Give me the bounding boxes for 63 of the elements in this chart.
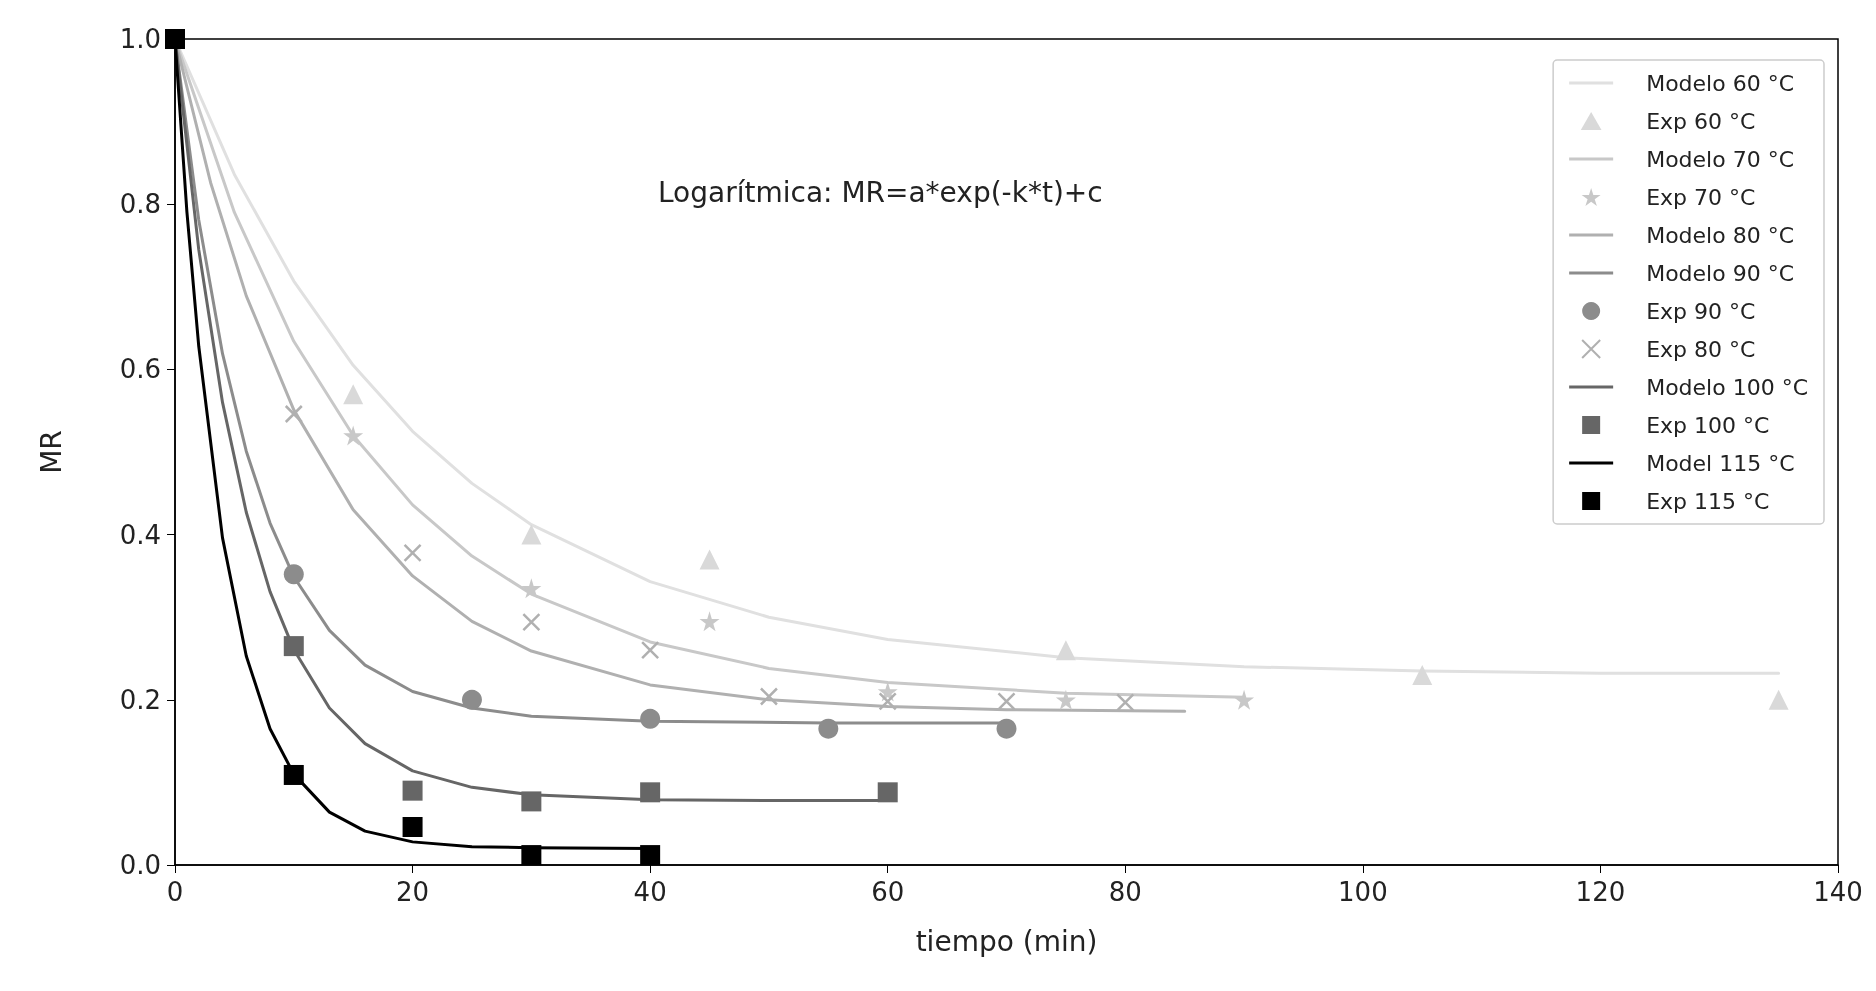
point xyxy=(1055,640,1076,661)
y-tick-label: 1.0 xyxy=(119,24,161,54)
legend-label: Exp 70 °C xyxy=(1646,184,1756,210)
point xyxy=(283,564,304,585)
annotation: Logarítmica: MR=a*exp(-k*t)+c xyxy=(658,175,1103,209)
point xyxy=(402,780,423,801)
point xyxy=(640,845,661,866)
point xyxy=(1768,689,1789,710)
y-tick-label: 0.4 xyxy=(119,519,161,550)
x-tick-label: 140 xyxy=(1813,877,1863,907)
x-tick-label: 40 xyxy=(633,877,667,907)
legend-label: Modelo 90 °C xyxy=(1646,260,1795,286)
x-axis-title: tiempo (min) xyxy=(915,924,1098,958)
point xyxy=(343,384,364,405)
legend-label: Exp 115 °C xyxy=(1646,488,1770,514)
legend-label: Model 115 °C xyxy=(1646,450,1795,476)
x-tick-label: 120 xyxy=(1575,877,1626,907)
x-tick-label: 100 xyxy=(1338,877,1388,907)
x-tick-label: 20 xyxy=(396,877,430,907)
point xyxy=(521,524,542,545)
legend-label: Modelo 60 °C xyxy=(1646,70,1795,96)
point xyxy=(284,404,304,424)
legend-label: Modelo 70 °C xyxy=(1646,146,1795,172)
y-tick-label: 0.2 xyxy=(119,684,161,715)
point xyxy=(283,764,304,785)
x-tick-label: 60 xyxy=(871,877,905,907)
legend-label: Modelo 100 °C xyxy=(1646,374,1809,400)
point xyxy=(522,612,541,632)
x-tick-label: 0 xyxy=(166,877,184,907)
y-tick-label: 0.8 xyxy=(119,189,161,220)
point xyxy=(1412,665,1433,686)
point xyxy=(699,549,720,570)
point xyxy=(283,636,304,657)
point xyxy=(521,578,542,599)
point xyxy=(996,718,1017,739)
point xyxy=(343,425,364,446)
x-tick-label: 80 xyxy=(1108,877,1142,907)
point xyxy=(640,640,660,660)
point xyxy=(165,29,185,49)
point xyxy=(818,718,839,739)
legend-label: Modelo 80 °C xyxy=(1646,222,1795,248)
point xyxy=(403,543,422,563)
point xyxy=(521,845,542,866)
point xyxy=(759,687,779,706)
point xyxy=(997,692,1016,711)
y-tick-label: 0.0 xyxy=(119,850,161,880)
legend-label: Exp 80 °C xyxy=(1646,336,1756,362)
point xyxy=(699,611,720,632)
point xyxy=(521,791,542,812)
point xyxy=(402,817,423,837)
legend-label: Exp 90 °C xyxy=(1646,298,1756,324)
point xyxy=(1055,689,1076,710)
point xyxy=(1234,689,1255,710)
y-axis-title: MR xyxy=(34,430,68,474)
point xyxy=(877,782,898,803)
legend-label: Exp 60 °C xyxy=(1646,108,1756,134)
point xyxy=(1116,693,1135,712)
point xyxy=(878,692,897,711)
legend-label: Exp 100 °C xyxy=(1646,412,1770,438)
point xyxy=(640,782,661,803)
point xyxy=(461,689,482,710)
y-tick-label: 0.6 xyxy=(119,354,161,385)
point xyxy=(640,708,661,729)
